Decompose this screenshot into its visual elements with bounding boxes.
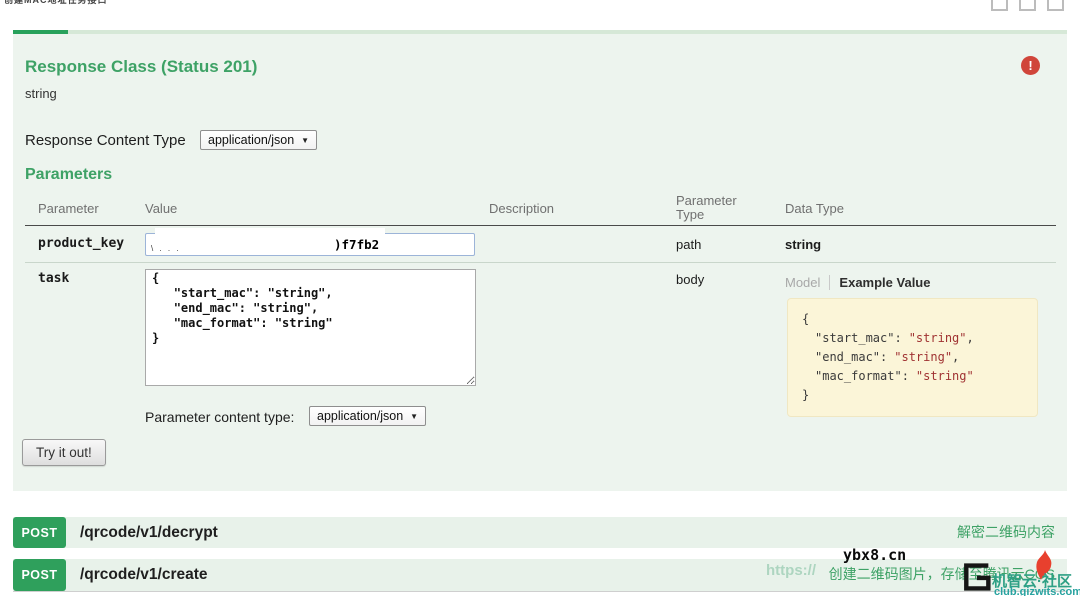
schema-tabs: Model Example Value [785,275,930,290]
window-square-icon[interactable] [991,0,1008,11]
product-key-redacted-marks: \ . . . [151,244,181,253]
example-entry: "start_mac": "string", [802,329,1023,348]
active-tab-indicator [13,30,68,34]
window-square-icon[interactable] [1019,0,1036,11]
response-class-heading: Response Class (Status 201) [25,57,258,76]
clipped-caption-text: 创建MAC地址任务接口 [4,0,108,5]
try-it-out-button[interactable]: Try it out! [22,439,106,466]
example-key: "end_mac": [815,350,888,364]
endpoint-row-create[interactable]: POST /qrcode/v1/create 创建二维码图片，存储至腾讯云COS [13,559,1067,592]
caret-down-icon: ▼ [410,411,419,421]
response-type: string [25,86,57,101]
window-square-icon[interactable] [1047,0,1064,11]
watermark-url: https:// [766,562,816,579]
param-type-body: body [676,272,705,287]
gizwits-logo-icon [964,563,991,591]
col-header-value: Value [145,201,178,216]
task-body-textarea[interactable]: { "start_mac": "string", "end_mac": "str… [145,269,476,386]
example-val: "string" [894,350,953,364]
example-comma: , [966,331,974,345]
endpoint-row-decrypt[interactable]: POST /qrcode/v1/decrypt 解密二维码内容 [13,517,1067,548]
operation-panel: Response Class (Status 201) string ! Res… [13,34,1067,491]
col-header-data-type: Data Type [785,201,845,216]
endpoint-path: /qrcode/v1/decrypt [80,524,218,541]
parameter-content-type-select[interactable]: application/json ▼ [309,406,427,426]
tab-example-value[interactable]: Example Value [839,275,931,290]
example-comma: , [952,350,960,364]
table-header-divider [25,225,1056,226]
panel-top-border [13,30,1067,34]
param-name-product-key: product_key [38,236,125,251]
parameter-content-type-value: application/json [317,409,404,423]
table-row-divider [25,262,1056,263]
tab-model[interactable]: Model [785,275,821,290]
param-type-path: path [676,237,702,252]
parameters-heading: Parameters [25,166,113,183]
example-key: "start_mac": [815,331,902,345]
example-key: "mac_format": [815,369,909,383]
tab-divider [829,275,831,290]
product-key-input[interactable]: \ . . . )f7fb2 [145,233,475,256]
window-controls [991,0,1064,11]
param-name-task: task [38,271,70,286]
example-entry: "mac_format": "string" [802,367,1023,386]
col-header-parameter: Parameter [38,201,99,216]
caret-down-icon: ▼ [301,135,310,145]
watermark-site: ybx8.cn [843,546,907,564]
product-key-value-fragment: )f7fb2 [334,237,380,252]
flame-icon [1036,550,1052,580]
response-content-type-select[interactable]: application/json ▼ [200,130,318,150]
parameter-content-type-label: Parameter content type: [145,409,295,425]
endpoint-summary: 创建二维码图片，存储至腾讯云COS [828,566,1055,582]
example-val: "string" [908,331,967,345]
data-type-string: string [785,237,822,252]
community-logo-text: 机智云·社区 [992,573,1072,590]
col-header-parameter-type: Parameter Type [676,193,737,222]
response-content-type-value: application/json [208,133,295,147]
endpoint-summary: 解密二维码内容 [957,524,1055,540]
col-header-description: Description [489,201,555,216]
example-brace-close: } [802,388,810,402]
example-entry: "end_mac": "string", [802,348,1023,367]
endpoint-path: /qrcode/v1/create [80,566,208,583]
example-brace-open: { [802,312,810,326]
error-icon[interactable]: ! [1021,56,1040,75]
redaction-overlay [155,228,385,235]
clipped-caption: 创建MAC地址任务接口 [4,0,144,6]
post-method-badge: POST [13,517,66,548]
post-method-badge: POST [13,559,66,591]
example-val: "string" [915,369,974,383]
example-value-box[interactable]: { "start_mac": "string", "end_mac": "strin… [787,298,1038,417]
response-content-type-label: Response Content Type [25,132,186,149]
community-logo-site: club.gizwits.com [994,586,1080,596]
